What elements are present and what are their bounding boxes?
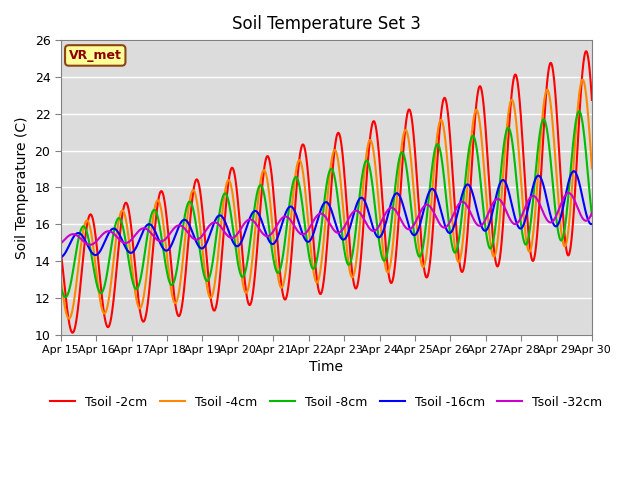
Line: Tsoil -8cm: Tsoil -8cm xyxy=(61,111,592,297)
Tsoil -16cm xyxy=(122,246,130,252)
Tsoil -4cm xyxy=(297,160,305,166)
Tsoil -8cm xyxy=(227,213,235,218)
Tsoil -16cm xyxy=(297,226,305,231)
Tsoil -2cm xyxy=(297,146,305,152)
Tsoil -16cm xyxy=(71,232,79,238)
Line: Tsoil -16cm: Tsoil -16cm xyxy=(61,171,592,257)
Tsoil -2cm xyxy=(71,324,79,330)
Line: Tsoil -32cm: Tsoil -32cm xyxy=(61,193,592,245)
Tsoil -4cm xyxy=(588,166,596,171)
Text: VR_met: VR_met xyxy=(69,49,122,62)
Tsoil -8cm xyxy=(232,247,239,253)
Tsoil -8cm xyxy=(123,244,131,250)
Tsoil -4cm xyxy=(452,254,460,260)
Tsoil -8cm xyxy=(588,213,596,218)
Tsoil -4cm xyxy=(579,77,586,83)
Tsoil -32cm xyxy=(452,205,460,211)
Tsoil -2cm xyxy=(582,48,590,54)
Line: Tsoil -4cm: Tsoil -4cm xyxy=(61,80,592,319)
Tsoil -4cm xyxy=(227,183,235,189)
Tsoil -2cm xyxy=(452,229,460,235)
X-axis label: Time: Time xyxy=(309,360,344,374)
Tsoil -2cm xyxy=(227,166,235,172)
Tsoil -32cm xyxy=(564,190,572,196)
Tsoil -16cm xyxy=(588,221,596,227)
Tsoil -32cm xyxy=(588,210,596,216)
Tsoil -32cm xyxy=(57,240,65,246)
Tsoil -2cm xyxy=(57,249,65,254)
Line: Tsoil -2cm: Tsoil -2cm xyxy=(61,51,592,333)
Tsoil -4cm xyxy=(123,221,131,227)
Tsoil -2cm xyxy=(123,200,131,206)
Tsoil -4cm xyxy=(57,276,65,281)
Tsoil -16cm xyxy=(232,243,239,249)
Tsoil -16cm xyxy=(57,254,65,260)
Title: Soil Temperature Set 3: Soil Temperature Set 3 xyxy=(232,15,421,33)
Tsoil -4cm xyxy=(71,291,79,297)
Tsoil -8cm xyxy=(61,294,69,300)
Tsoil -16cm xyxy=(570,168,577,174)
Tsoil -4cm xyxy=(232,218,239,224)
Tsoil -32cm xyxy=(71,231,79,237)
Legend: Tsoil -2cm, Tsoil -4cm, Tsoil -8cm, Tsoil -16cm, Tsoil -32cm: Tsoil -2cm, Tsoil -4cm, Tsoil -8cm, Tsoi… xyxy=(45,391,607,414)
Tsoil -32cm xyxy=(123,240,131,246)
Tsoil -8cm xyxy=(71,256,79,262)
Tsoil -32cm xyxy=(86,242,94,248)
Y-axis label: Soil Temperature (C): Soil Temperature (C) xyxy=(15,116,29,259)
Tsoil -32cm xyxy=(297,231,305,237)
Tsoil -8cm xyxy=(297,192,305,198)
Tsoil -2cm xyxy=(69,330,77,336)
Tsoil -32cm xyxy=(227,235,235,240)
Tsoil -2cm xyxy=(232,180,239,185)
Tsoil -16cm xyxy=(227,234,235,240)
Tsoil -4cm xyxy=(65,316,73,322)
Tsoil -32cm xyxy=(232,233,239,239)
Tsoil -16cm xyxy=(452,216,460,222)
Tsoil -2cm xyxy=(588,97,596,103)
Tsoil -8cm xyxy=(452,248,460,253)
Tsoil -8cm xyxy=(57,284,65,289)
Tsoil -8cm xyxy=(575,108,583,114)
